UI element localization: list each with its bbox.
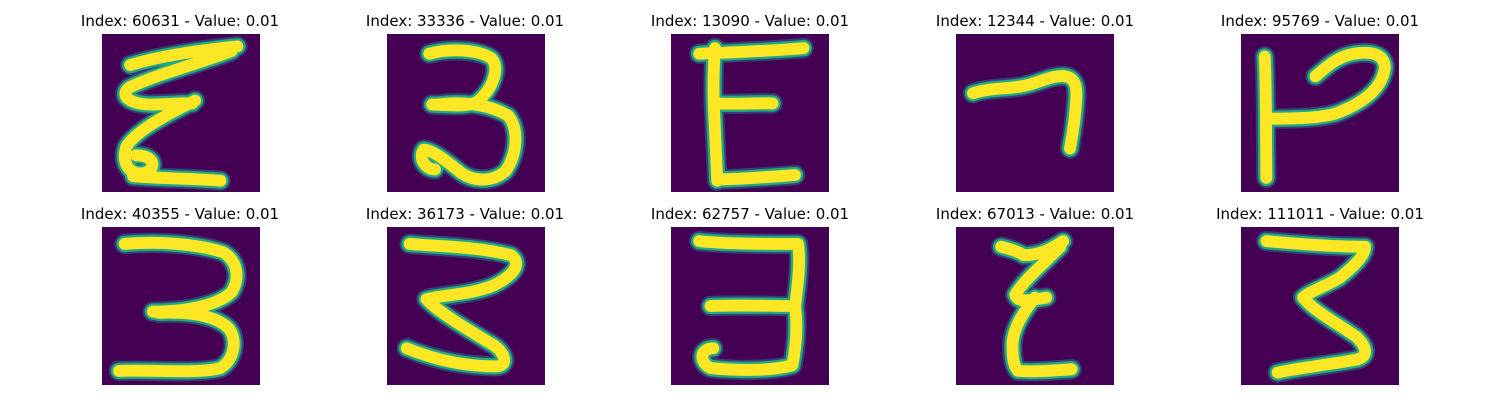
panel-title-1: Index: 60631 - Value: 0.01: [80, 12, 280, 30]
panel-image-2: [387, 34, 545, 192]
glyph-image-4: [956, 34, 1114, 192]
panel-image-9: [956, 227, 1114, 385]
panel-title-6: Index: 40355 - Value: 0.01: [80, 205, 280, 223]
glyph-image-10: [1241, 227, 1399, 385]
panel-image-6: [102, 227, 260, 385]
glyph-image-8: [671, 227, 829, 385]
glyph-image-6: [102, 227, 260, 385]
panel-image-10: [1241, 227, 1399, 385]
panel-image-1: [102, 34, 260, 192]
panel-image-8: [671, 227, 829, 385]
glyph-image-2: [387, 34, 545, 192]
panel-title-10: Index: 111011 - Value: 0.01: [1216, 205, 1424, 223]
panel-title-9: Index: 67013 - Value: 0.01: [935, 205, 1135, 223]
glyph-image-3: [671, 34, 829, 192]
panel-title-5: Index: 95769 - Value: 0.01: [1220, 12, 1420, 30]
panel-image-7: [387, 227, 545, 385]
glyph-image-1: [102, 34, 260, 192]
panel-image-5: [1241, 34, 1399, 192]
panel-title-7: Index: 36173 - Value: 0.01: [365, 205, 565, 223]
glyph-image-9: [956, 227, 1114, 385]
panel-title-8: Index: 62757 - Value: 0.01: [650, 205, 850, 223]
glyph-image-7: [387, 227, 545, 385]
panel-image-3: [671, 34, 829, 192]
panel-title-3: Index: 13090 - Value: 0.01: [650, 12, 850, 30]
glyph-image-5: [1241, 34, 1399, 192]
panel-title-2: Index: 33336 - Value: 0.01: [365, 12, 565, 30]
panel-image-4: [956, 34, 1114, 192]
panel-title-4: Index: 12344 - Value: 0.01: [935, 12, 1135, 30]
